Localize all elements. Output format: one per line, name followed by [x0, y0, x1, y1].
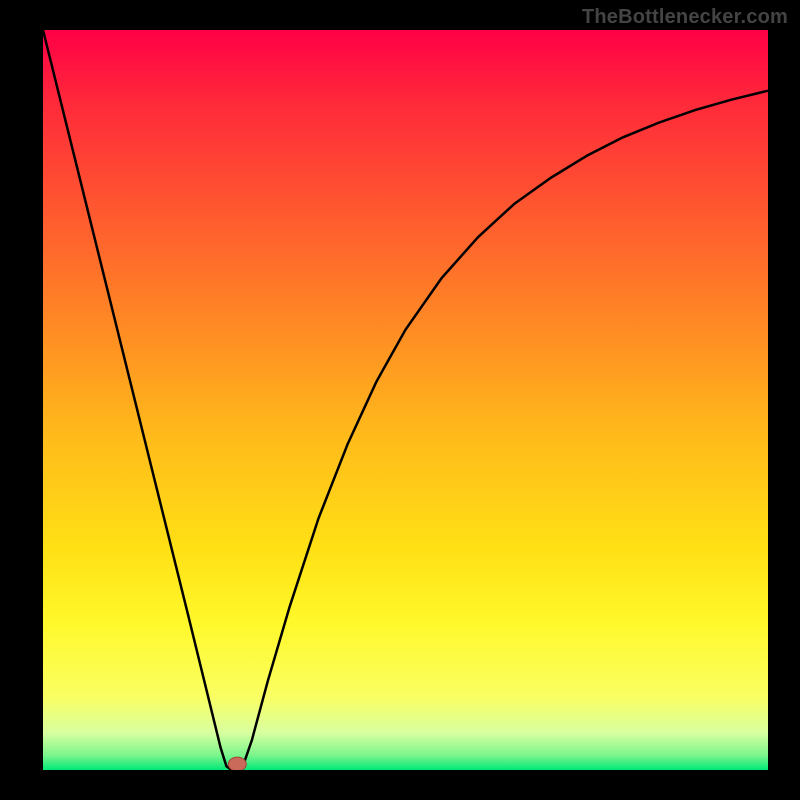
chart-border — [768, 0, 800, 800]
minimum-marker — [228, 757, 246, 771]
chart-background-gradient — [43, 30, 768, 770]
chart-border — [0, 770, 800, 800]
bottleneck-chart — [0, 0, 800, 800]
watermark-text: TheBottlenecker.com — [582, 6, 788, 29]
chart-border — [0, 0, 43, 800]
